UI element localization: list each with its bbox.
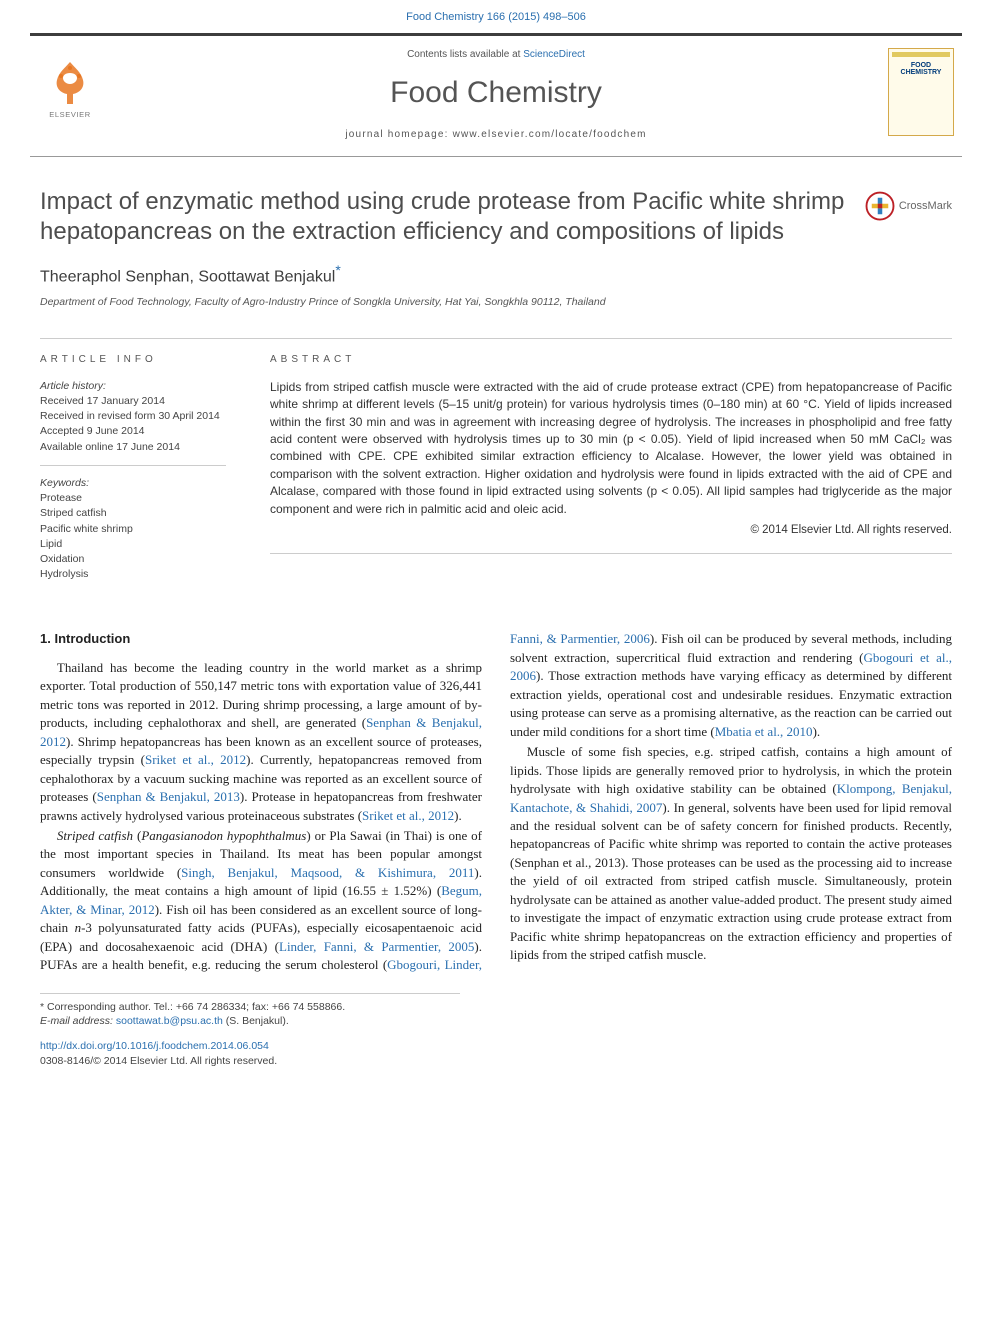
citation-link[interactable]: Sriket et al., 2012 [145, 752, 246, 767]
journal-header-box: ELSEVIER Contents lists available at Sci… [30, 33, 962, 157]
crossmark-label: CrossMark [899, 199, 952, 214]
keyword: Pacific white shrimp [40, 522, 226, 537]
citation-link[interactable]: Mbatia et al., 2010 [715, 724, 813, 739]
article-title: Impact of enzymatic method using crude p… [40, 187, 847, 247]
issn-copyright-line: 0308-8146/© 2014 Elsevier Ltd. All right… [40, 1054, 460, 1069]
abstract-text: Lipids from striped catfish muscle were … [270, 379, 952, 554]
corresponding-symbol: * [335, 262, 340, 278]
text: ). In general, solvents have been used f… [510, 800, 952, 963]
corresponding-author-note: * Corresponding author. Tel.: +66 74 286… [40, 1000, 460, 1015]
abstract-body: Lipids from striped catfish muscle were … [270, 380, 952, 516]
italic-text: Striped catfish [57, 828, 133, 843]
body-two-column: 1. Introduction Thailand has become the … [40, 630, 952, 974]
crossmark-badge[interactable]: CrossMark [865, 191, 952, 221]
article-history: Article history: Received 17 January 201… [40, 379, 226, 466]
keyword: Striped catfish [40, 506, 226, 521]
text: -3 polyunsaturated fatty acids (PUFAs), … [81, 920, 365, 935]
corr-text: Corresponding author. Tel.: +66 74 28633… [44, 1001, 345, 1013]
keyword: Lipid [40, 537, 226, 552]
history-line: Received in revised form 30 April 2014 [40, 409, 226, 424]
footer-block: * Corresponding author. Tel.: +66 74 286… [40, 993, 460, 1069]
journal-name: Food Chemistry [30, 72, 962, 114]
header-citation: Food Chemistry 166 (2015) 498–506 [0, 0, 992, 33]
history-label: Article history: [40, 379, 226, 394]
homepage-line: journal homepage: www.elsevier.com/locat… [30, 128, 962, 156]
body-paragraph: Muscle of some fish species, e.g. stripe… [510, 743, 952, 964]
copyright-line: © 2014 Elsevier Ltd. All rights reserved… [270, 522, 952, 539]
keywords-block: Keywords: Protease Striped catfish Pacif… [40, 476, 226, 583]
contents-line: Contents lists available at ScienceDirec… [30, 48, 962, 62]
keyword: Hydrolysis [40, 567, 226, 582]
history-line: Available online 17 June 2014 [40, 440, 226, 455]
cover-bar [892, 52, 950, 57]
email-line: E-mail address: soottawat.b@psu.ac.th (S… [40, 1014, 460, 1029]
homepage-url[interactable]: www.elsevier.com/locate/foodchem [453, 129, 647, 140]
text: ). [813, 724, 821, 739]
section-heading-intro: 1. Introduction [40, 630, 482, 648]
keyword: Protease [40, 491, 226, 506]
authors-line: Theeraphol Senphan, Soottawat Benjakul* [40, 261, 952, 289]
keyword: Oxidation [40, 552, 226, 567]
email-link[interactable]: soottawat.b@psu.ac.th [116, 1015, 223, 1027]
email-label: E-mail address: [40, 1015, 116, 1027]
journal-cover-thumbnail[interactable]: FOOD CHEMISTRY [888, 48, 954, 136]
contents-prefix: Contents lists available at [407, 49, 523, 60]
authors-names: Theeraphol Senphan, Soottawat Benjakul [40, 269, 335, 286]
elsevier-tree-icon [45, 58, 95, 108]
keywords-label: Keywords: [40, 476, 226, 491]
doi-line: http://dx.doi.org/10.1016/j.foodchem.201… [40, 1039, 460, 1054]
article-info-label: ARTICLE INFO [40, 353, 226, 367]
history-line: Received 17 January 2014 [40, 394, 226, 409]
crossmark-icon [865, 191, 895, 221]
italic-text: Pangasianodon hypophthalmus [141, 828, 306, 843]
sciencedirect-link[interactable]: ScienceDirect [523, 49, 585, 60]
citation-link[interactable]: Linder, Fanni, & Parmentier, 2005 [279, 939, 474, 954]
text: ). [454, 808, 462, 823]
abstract-label: ABSTRACT [270, 353, 952, 367]
citation-link[interactable]: Singh, Benjakul, Maqsood, & Kishimura, 2… [181, 865, 474, 880]
body-paragraph: Thailand has become the leading country … [40, 659, 482, 825]
publisher-name: ELSEVIER [49, 110, 90, 121]
history-line: Accepted 9 June 2014 [40, 424, 226, 439]
homepage-prefix: journal homepage: [345, 129, 452, 140]
citation-link[interactable]: Senphan & Benjakul, 2013 [97, 789, 240, 804]
elsevier-logo[interactable]: ELSEVIER [38, 48, 102, 120]
cover-title: FOOD CHEMISTRY [892, 62, 950, 76]
citation-link[interactable]: Sriket et al., 2012 [362, 808, 454, 823]
email-suffix: (S. Benjakul). [223, 1015, 289, 1027]
affiliation: Department of Food Technology, Faculty o… [40, 295, 952, 310]
doi-link[interactable]: http://dx.doi.org/10.1016/j.foodchem.201… [40, 1040, 269, 1052]
